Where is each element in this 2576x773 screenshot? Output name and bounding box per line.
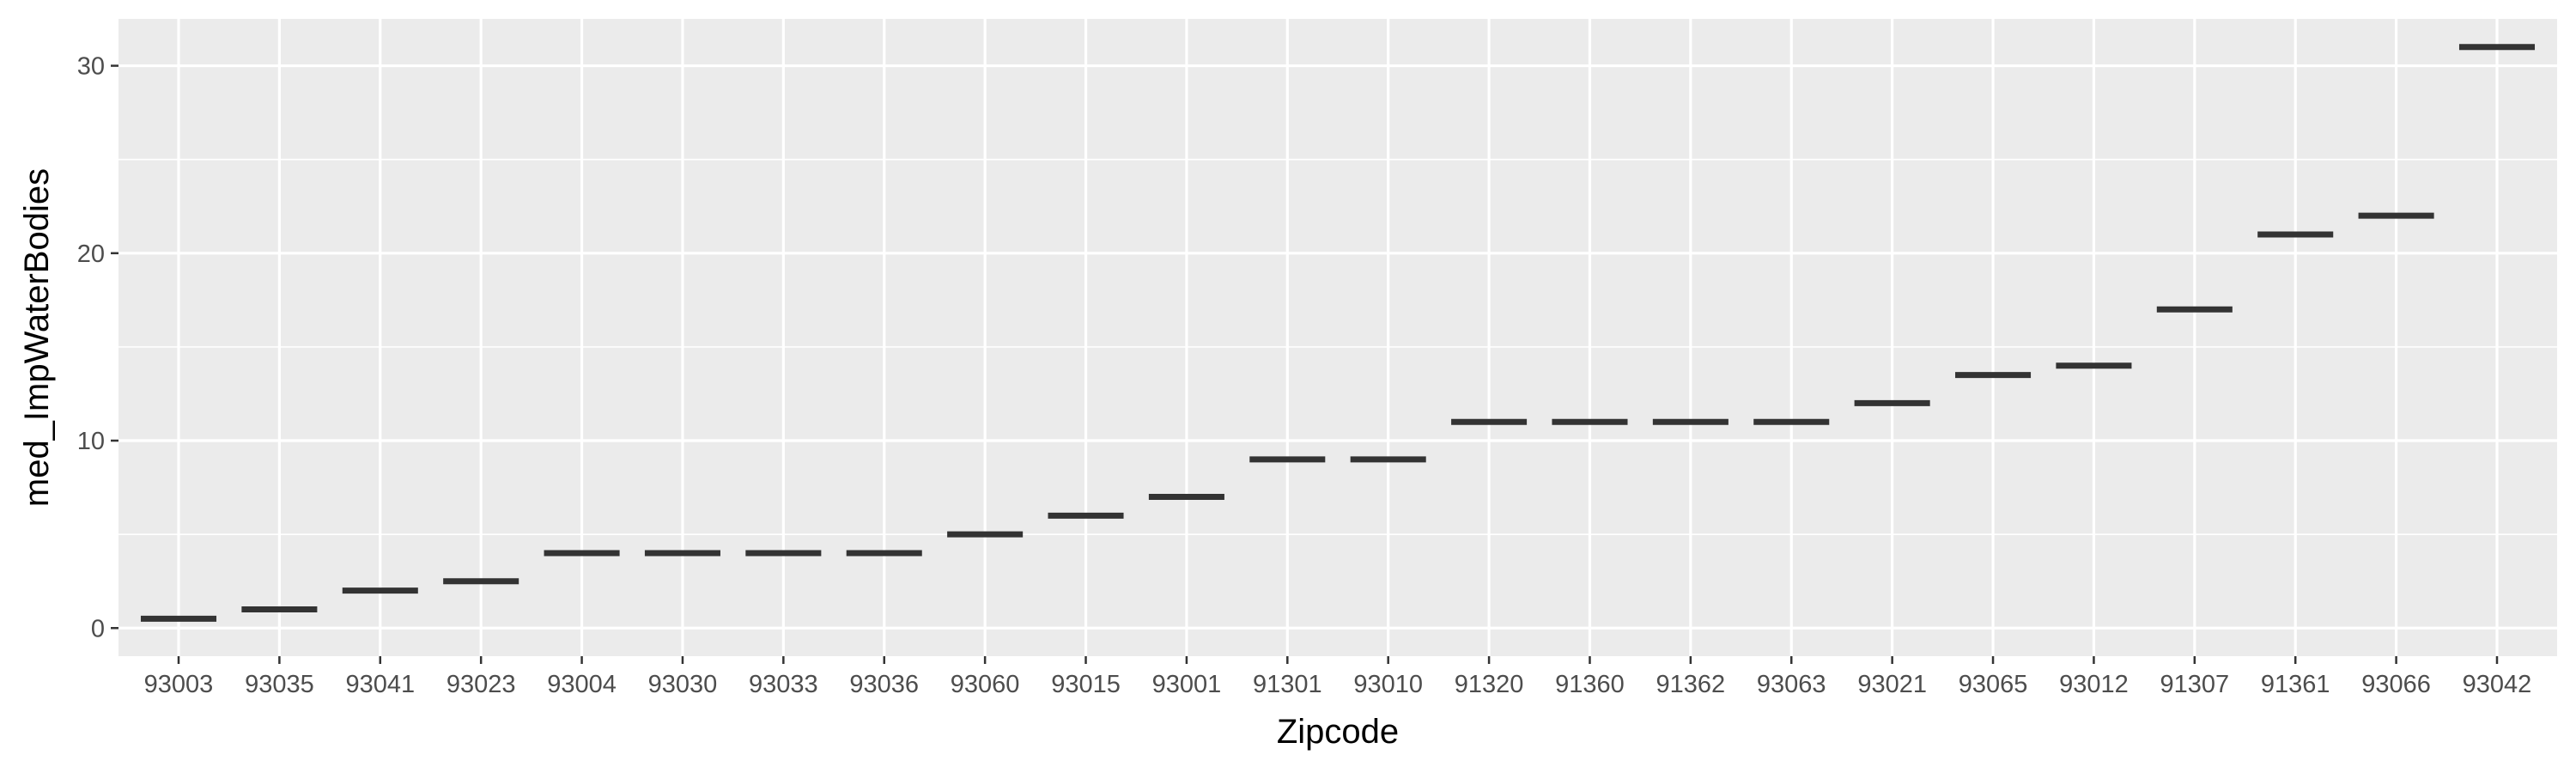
x-tick-label: 93023 [447, 671, 516, 698]
x-tick-label: 91301 [1253, 671, 1322, 698]
data-marks [140, 44, 2536, 622]
x-tick-label: 93010 [1353, 671, 1423, 698]
x-tick-label: 93015 [1051, 671, 1121, 698]
x-tick-label: 91361 [2261, 671, 2330, 698]
y-tick-label: 0 [91, 615, 105, 642]
x-tick-label: 93001 [1152, 671, 1222, 698]
y-axis-title: med_ImpWaterBodies [18, 168, 56, 507]
y-axis: 0 10 20 30 [77, 53, 118, 642]
x-axis: 93003 93035 93041 93023 93004 93030 93033 93036… [144, 656, 2532, 698]
x-tick-label: 93060 [951, 671, 1020, 698]
x-tick-label: 91320 [1455, 671, 1524, 698]
x-tick-label: 93030 [648, 671, 718, 698]
y-tick-label: 20 [77, 240, 105, 268]
y-tick-label: 10 [77, 428, 105, 455]
x-tick-label: 93035 [245, 671, 314, 698]
x-tick-label: 91307 [2160, 671, 2229, 698]
x-tick-label: 93042 [2463, 671, 2532, 698]
x-tick-label: 93004 [547, 671, 617, 698]
grid-minor [118, 158, 2557, 535]
x-tick-label: 93063 [1757, 671, 1826, 698]
x-tick-label: 91360 [1555, 671, 1625, 698]
x-tick-label: 93012 [2059, 671, 2129, 698]
x-tick-label: 93066 [2361, 671, 2431, 698]
x-tick-label: 91362 [1656, 671, 1726, 698]
x-tick-label: 93021 [1857, 671, 1927, 698]
x-tick-label: 93003 [144, 671, 214, 698]
x-axis-title: Zipcode [1277, 713, 1399, 751]
grid-major [118, 19, 2557, 656]
plot-panel [118, 19, 2557, 656]
y-tick-label: 30 [77, 53, 105, 81]
x-tick-label: 93036 [849, 671, 919, 698]
x-tick-label: 93041 [345, 671, 415, 698]
x-tick-label: 93033 [749, 671, 818, 698]
x-tick-label: 93065 [1959, 671, 2028, 698]
